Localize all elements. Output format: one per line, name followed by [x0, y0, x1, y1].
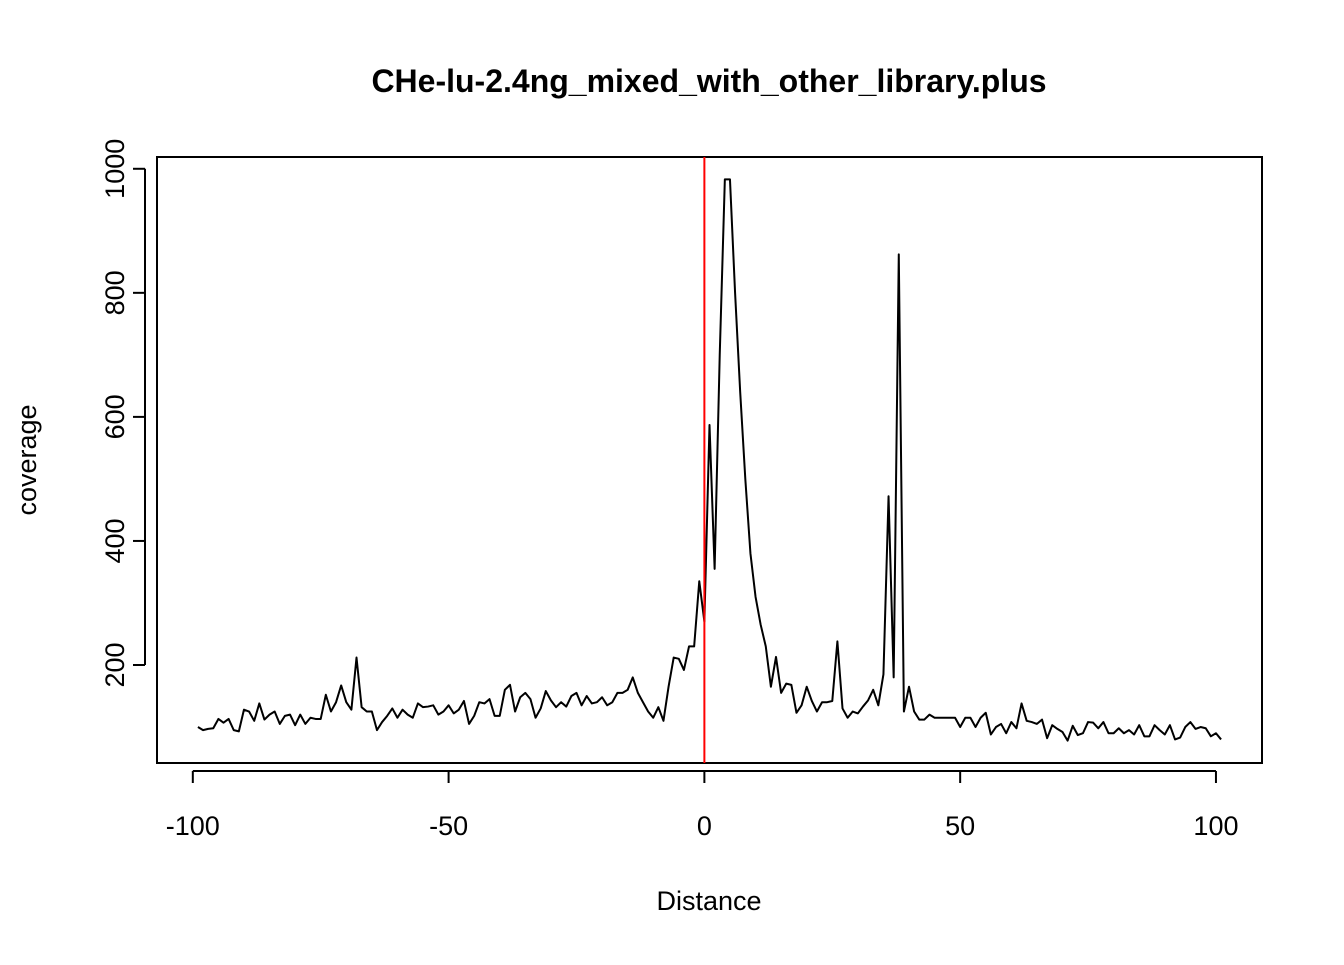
x-axis-label: Distance	[656, 886, 761, 916]
data-line	[197, 178, 1222, 742]
x-tick-label: 100	[1193, 811, 1238, 841]
y-tick-label: 200	[100, 642, 130, 687]
x-tick-label: 50	[945, 811, 975, 841]
x-tick-label: -50	[429, 811, 468, 841]
x-tick-label: 0	[697, 811, 712, 841]
x-tick-label: -100	[166, 811, 220, 841]
y-tick-label: 800	[100, 270, 130, 315]
chart-title: CHe-lu-2.4ng_mixed_with_other_library.pl…	[371, 63, 1046, 99]
plot-box	[156, 156, 1263, 764]
y-tick-label: 400	[100, 518, 130, 563]
y-tick-label: 1000	[100, 139, 130, 199]
y-tick-label: 600	[100, 394, 130, 439]
y-axis-label: coverage	[12, 404, 42, 515]
